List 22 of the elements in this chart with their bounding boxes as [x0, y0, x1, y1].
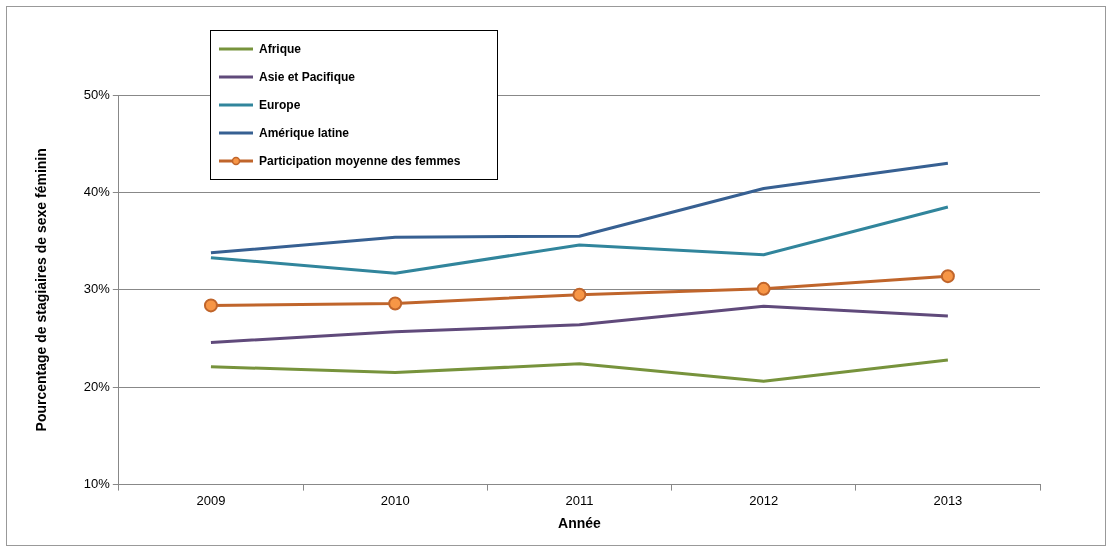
y-tick-label: 10% [83, 476, 111, 492]
y-tick-label: 40% [83, 183, 111, 199]
y-axis-title: Pourcentage de stagiaires de sexe féminin [33, 148, 50, 432]
x-tick-label: 2010 [380, 492, 410, 508]
point [756, 281, 771, 296]
y-tick-label: 30% [83, 281, 111, 297]
y-tick-label: 50% [83, 86, 111, 102]
x-tick-label: 2011 [565, 492, 594, 508]
point [572, 287, 587, 302]
point [203, 298, 218, 313]
x-tick-label: 2013 [933, 492, 963, 508]
legend-label: Afrique [259, 42, 301, 56]
point [940, 269, 955, 284]
x-tick-label: 2012 [749, 492, 779, 508]
legend-label: Europe [259, 98, 301, 112]
legend-label: Amérique latine [259, 126, 350, 140]
legend-label: Asie et Pacifique [259, 70, 356, 84]
x-axis-title: Année [558, 515, 602, 532]
legend-label: Participation moyenne des femmes [259, 154, 461, 168]
y-tick-label: 20% [83, 378, 111, 394]
point [388, 296, 403, 311]
x-tick-label: 2009 [196, 492, 226, 508]
